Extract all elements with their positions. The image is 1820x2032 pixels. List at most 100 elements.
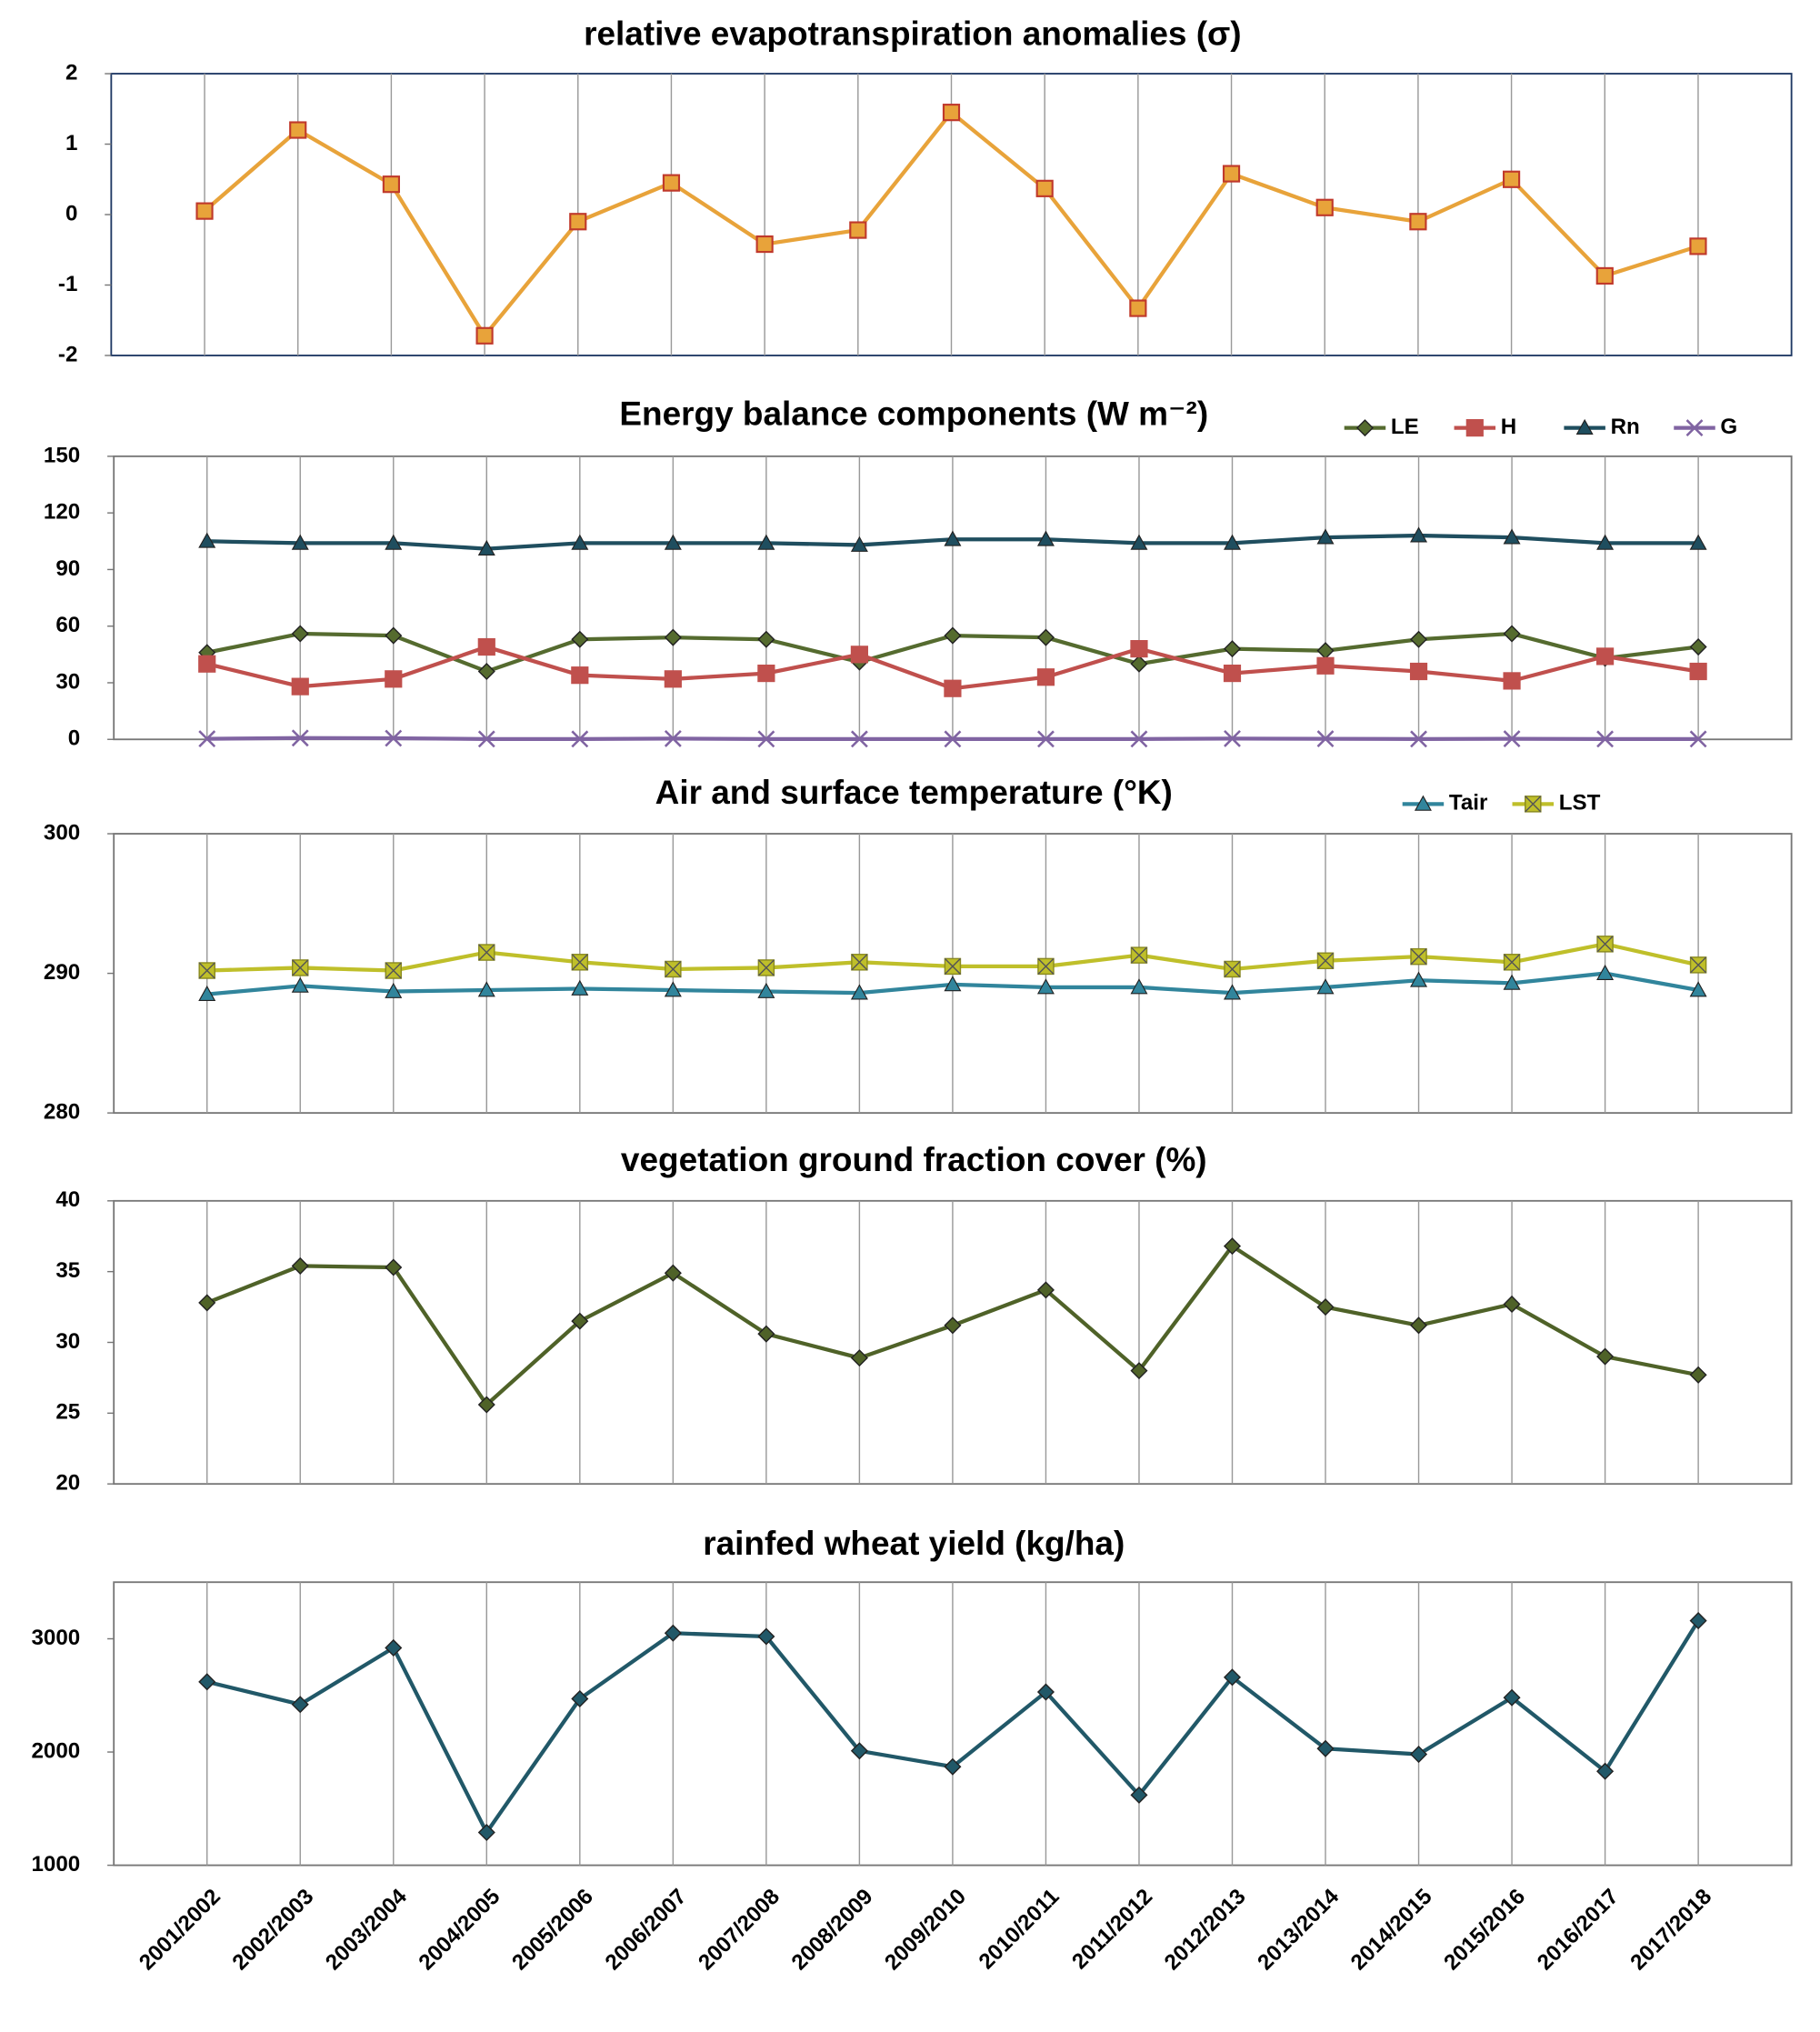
marker (1502, 170, 1521, 188)
marker (1224, 960, 1241, 978)
marker (942, 104, 961, 122)
y-tick-label: 290 (44, 960, 80, 985)
marker (571, 1312, 589, 1330)
marker (198, 532, 216, 548)
marker (198, 1673, 216, 1691)
marker (385, 670, 403, 688)
marker (1036, 668, 1055, 686)
marker (385, 1638, 403, 1657)
y-tick-label: 20 (55, 1471, 80, 1496)
x-tick-label: 2004/2005 (415, 1885, 505, 1976)
marker (1596, 964, 1615, 980)
marker (664, 1624, 682, 1642)
marker (1596, 534, 1615, 550)
marker (1414, 795, 1432, 811)
marker (1503, 730, 1521, 748)
marker (944, 679, 962, 697)
y-tick-label: 0 (68, 726, 80, 751)
marker (1503, 1295, 1521, 1313)
marker (944, 730, 962, 748)
y-tick-label: 1000 (31, 1852, 80, 1877)
y-tick-label: 90 (55, 556, 80, 581)
marker (1409, 662, 1428, 681)
marker (571, 534, 589, 550)
marker (1316, 1739, 1335, 1757)
marker (665, 960, 682, 978)
marker (1036, 628, 1055, 646)
chart-title: rainfed wheat yield (kg/ha) (703, 1525, 1125, 1562)
marker (1689, 981, 1707, 997)
y-tick-label: 2000 (31, 1738, 80, 1763)
legend-label: LE (1391, 415, 1419, 439)
marker (1503, 954, 1521, 971)
marker (1036, 530, 1055, 546)
marker (1596, 1347, 1615, 1366)
marker (1316, 656, 1335, 675)
y-tick-label: 2 (65, 60, 77, 85)
marker (1525, 796, 1542, 813)
marker (291, 976, 309, 993)
marker (662, 174, 681, 192)
marker (757, 534, 775, 550)
marker (1410, 947, 1427, 966)
marker (1410, 526, 1428, 543)
marker (1036, 1281, 1055, 1299)
marker (1316, 528, 1335, 545)
marker (477, 981, 495, 997)
marker (757, 1627, 775, 1646)
marker (1130, 1786, 1148, 1804)
y-tick-label: 120 (44, 500, 80, 525)
marker-cross (571, 954, 588, 971)
marker (475, 326, 494, 345)
marker (198, 655, 216, 673)
marker (757, 959, 775, 976)
legend-label: Tair (1449, 791, 1488, 816)
marker (1689, 730, 1707, 748)
marker (1129, 299, 1147, 317)
legend-label: H (1501, 415, 1516, 439)
y-tick-label: 30 (55, 669, 80, 694)
marker (478, 944, 495, 961)
marker (1503, 974, 1521, 990)
marker (757, 982, 775, 998)
marker (571, 979, 589, 996)
marker-cross (757, 959, 775, 976)
chart-title: vegetation ground fraction cover (%) (621, 1141, 1207, 1178)
y-tick-label: 35 (55, 1258, 80, 1283)
x-tick-label: 2006/2007 (601, 1885, 692, 1976)
marker (944, 626, 962, 645)
y-tick-label: 60 (55, 613, 80, 637)
marker (1037, 730, 1055, 748)
marker-cross (1037, 957, 1055, 975)
marker (292, 959, 309, 976)
marker (1689, 956, 1707, 974)
x-tick-label: 2010/2011 (975, 1885, 1065, 1975)
marker (1223, 534, 1241, 550)
marker (385, 962, 403, 979)
marker-cross (1224, 960, 1241, 978)
marker (664, 729, 682, 747)
marker-cross (851, 954, 868, 971)
marker-cross (1596, 936, 1614, 953)
marker (1036, 978, 1055, 995)
marker (1130, 946, 1148, 964)
marker (757, 1325, 775, 1343)
y-tick-label: -2 (58, 342, 77, 366)
x-tick-label: 2005/2006 (507, 1885, 598, 1976)
marker (1596, 936, 1614, 953)
marker (385, 729, 403, 747)
y-tick-label: 30 (55, 1329, 80, 1354)
marker-cross (1410, 948, 1427, 966)
marker (477, 662, 495, 681)
marker (1130, 534, 1148, 550)
marker (198, 730, 216, 748)
marker (850, 1742, 868, 1760)
marker (849, 221, 867, 239)
x-tick-label: 2013/2014 (1253, 1884, 1344, 1975)
marker (1355, 419, 1374, 437)
marker (1410, 630, 1428, 648)
marker (1410, 971, 1428, 987)
marker (1503, 625, 1521, 643)
marker (291, 534, 309, 550)
marker (1130, 730, 1148, 748)
